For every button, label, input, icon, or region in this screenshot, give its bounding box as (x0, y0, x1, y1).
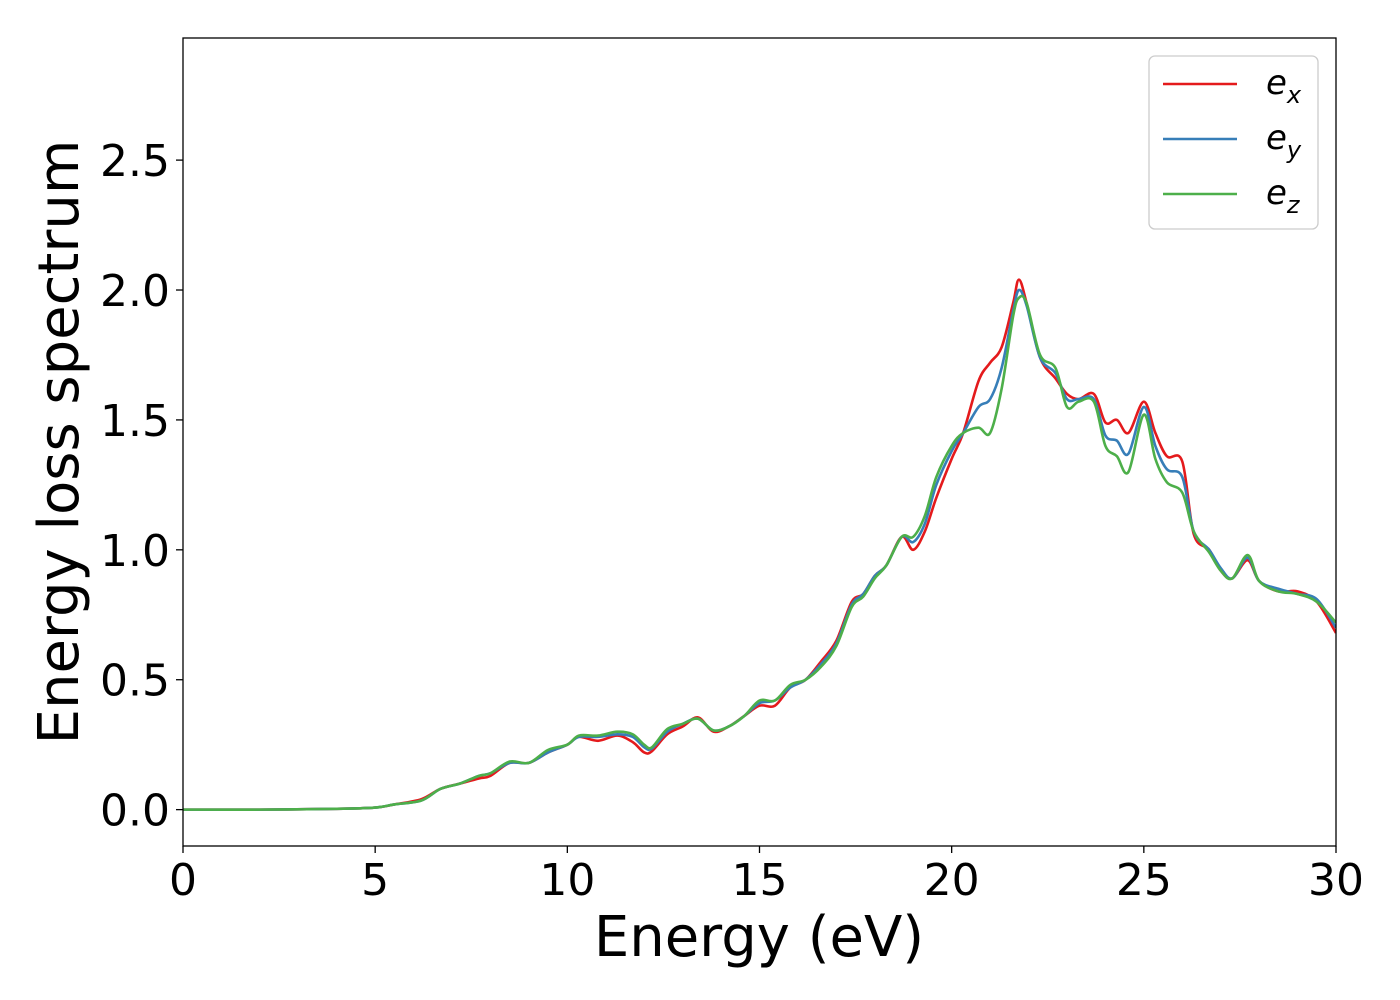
legend-label-base: e (1266, 118, 1287, 158)
legend-label-subscript: y (1286, 136, 1302, 164)
x-tick-label: 15 (732, 855, 788, 906)
y-tick-label: 2.5 (100, 136, 170, 187)
x-tick-label: 0 (169, 855, 197, 906)
legend-label-base: e (1266, 173, 1287, 213)
x-tick-label: 5 (361, 855, 389, 906)
y-axis-title: Energy loss spectrum (27, 140, 92, 745)
series-layer (183, 278, 1336, 811)
series-line-x (183, 278, 1336, 811)
legend-box (1148, 55, 1319, 230)
y-tick-label: 0.5 (100, 656, 170, 707)
x-tick-label: 20 (924, 855, 980, 906)
y-tick-label: 1.5 (100, 396, 170, 447)
y-tick-label: 0.0 (100, 786, 170, 837)
x-tick-label: 30 (1308, 855, 1364, 906)
legend-label-subscript: x (1286, 81, 1302, 109)
legend-label-y: ey (1266, 118, 1302, 164)
x-axis-title: Energy (eV) (594, 905, 924, 970)
series-line-y (183, 288, 1336, 811)
x-tick-label: 10 (539, 855, 595, 906)
legend-label-base: e (1266, 63, 1287, 103)
x-axis-ticks: 0 5 10 15 20 25 30 (169, 846, 1364, 906)
legend-label-x: ex (1266, 63, 1302, 109)
y-axis-ticks: 0.0 0.5 1.0 1.5 2.0 2.5 (100, 136, 183, 837)
series-line-z (183, 294, 1336, 811)
legend-label-z: ez (1266, 173, 1301, 219)
legend-label-subscript: z (1286, 191, 1301, 219)
x-tick-label: 25 (1116, 855, 1172, 906)
y-tick-label: 2.0 (100, 266, 170, 317)
y-tick-label: 1.0 (100, 526, 170, 577)
